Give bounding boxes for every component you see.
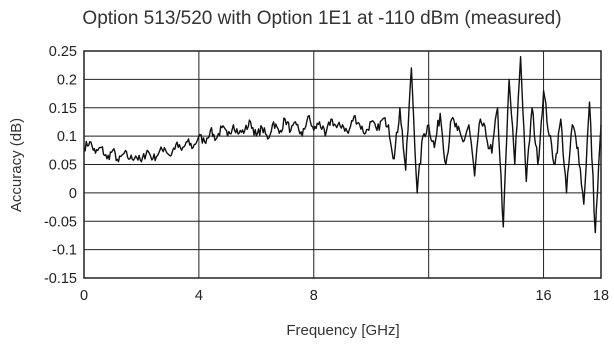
y-tick-label: 0.1 [57, 129, 77, 145]
grid [83, 50, 602, 279]
series-line [83, 56, 602, 234]
y-axis-label: Accuracy (dB) [8, 118, 25, 212]
x-tick-label: 16 [535, 288, 551, 304]
y-tick-label: -0.1 [52, 243, 77, 259]
y-tick-label: 0 [69, 186, 77, 202]
y-tick-label: -0.15 [44, 271, 77, 287]
y-tick-labels: -0.15 -0.1 -0.05 0 0.05 0.1 0.15 0.2 0.25 [44, 44, 77, 287]
x-tick-label: 0 [80, 288, 88, 304]
x-axis-label: Frequency [GHz] [286, 322, 399, 339]
y-tick-label: 0.05 [49, 158, 77, 174]
chart-title: Option 513/520 with Option 1E1 at -110 d… [82, 8, 561, 29]
x-tick-label: 18 [593, 288, 609, 304]
x-tick-label: 4 [195, 288, 203, 304]
y-tick-label: 0.15 [49, 101, 77, 117]
y-tick-label: 0.25 [49, 44, 77, 60]
y-tick-label: -0.05 [44, 214, 77, 230]
series-layer [83, 56, 602, 234]
y-tick-label: 0.2 [57, 72, 77, 88]
plot-frame [83, 50, 602, 279]
x-tick-labels: 0 4 8 16 18 [80, 288, 609, 304]
x-tick-label: 8 [310, 288, 318, 304]
